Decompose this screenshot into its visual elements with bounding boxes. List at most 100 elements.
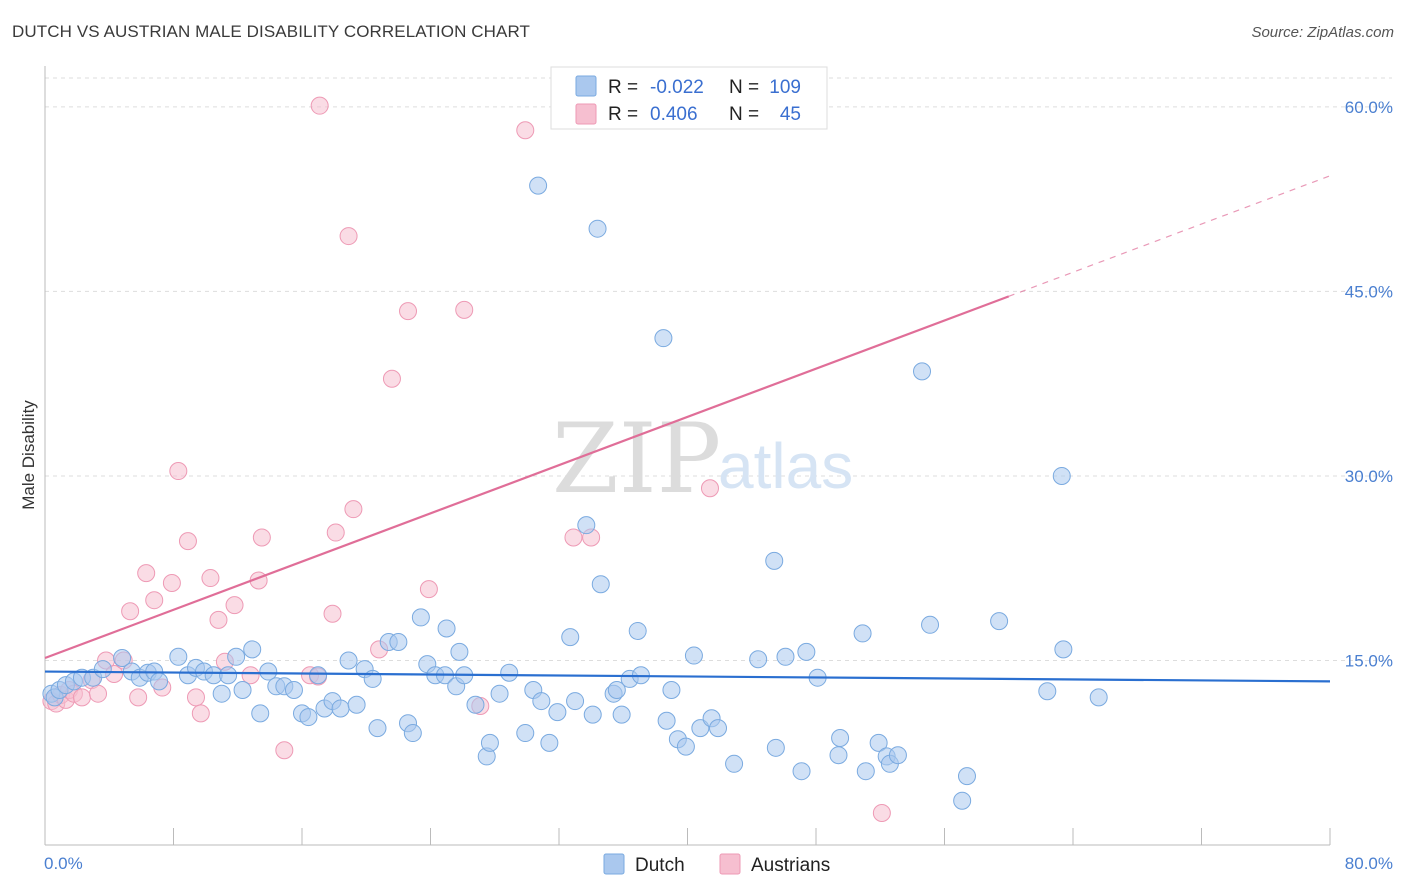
dutch-point	[612, 705, 631, 724]
bottom-legend: Dutch Austrians	[603, 853, 830, 876]
legend-n-label-austrians: N =	[729, 104, 759, 125]
austrians-point	[455, 300, 474, 319]
austrians-point	[121, 602, 140, 621]
austrians-point	[129, 688, 148, 707]
dutch-point	[219, 666, 238, 685]
chart-title: DUTCH VS AUSTRIAN MALE DISABILITY CORREL…	[12, 22, 531, 41]
legend-n-value-austrians: 45	[780, 104, 801, 125]
dutch-point	[113, 649, 132, 668]
dutch-point	[628, 621, 647, 640]
legend: R = -0.022 N = 109 R = 0.406 N = 45	[550, 66, 828, 130]
dutch-point	[654, 329, 673, 348]
legend-box	[550, 66, 828, 130]
dutch-point	[251, 704, 270, 723]
gridlines	[45, 77, 1392, 661]
dutch-point	[856, 762, 875, 781]
dutch-point	[792, 762, 811, 781]
dutch-point	[913, 362, 932, 381]
austrians-point	[275, 741, 294, 760]
dutch-point	[725, 754, 744, 773]
austrians-point	[137, 564, 156, 583]
dutch-point	[339, 651, 358, 670]
legend-n-label-dutch: N =	[729, 77, 759, 98]
austrians-point	[89, 684, 108, 703]
austrians-point	[399, 302, 418, 321]
austrians-point	[209, 610, 228, 629]
dutch-point	[169, 647, 188, 666]
dutch-point	[1089, 688, 1108, 707]
austrians-point	[344, 500, 363, 519]
dutch-point	[299, 708, 318, 727]
dutch-point	[766, 738, 785, 757]
austrians-point	[162, 573, 181, 592]
dutch-point	[516, 724, 535, 743]
axes	[44, 66, 1331, 846]
austrians-point	[191, 704, 210, 723]
y-tick-label-60: 60.0%	[1345, 98, 1393, 117]
austrians-point	[169, 462, 188, 481]
dutch-point	[532, 692, 551, 711]
dutch-point	[1038, 682, 1057, 701]
watermark-atlas: atlas	[718, 430, 853, 502]
austrians-point	[872, 804, 891, 823]
dutch-point	[150, 672, 169, 691]
dutch-point	[347, 695, 366, 714]
x-tick-label-max: 80.0%	[1345, 854, 1393, 873]
dutch-point	[588, 219, 607, 238]
dutch-point	[749, 650, 768, 669]
dutch-point	[331, 699, 350, 718]
legend-n-value-dutch: 109	[769, 77, 801, 98]
bottom-legend-austrians: Austrians	[751, 855, 830, 876]
dutch-point	[411, 608, 430, 627]
watermark-zip: ZIP	[552, 403, 721, 515]
austrians-trend-extension	[1008, 175, 1331, 297]
dutch-point	[709, 719, 728, 738]
dutch-point	[591, 575, 610, 594]
austrians-point	[225, 596, 244, 615]
austrians-point	[145, 591, 164, 610]
dutch-point	[561, 628, 580, 647]
dutch-point	[243, 640, 262, 659]
bottom-legend-dutch: Dutch	[635, 855, 685, 876]
austrians-point	[700, 479, 719, 498]
dutch-point	[259, 662, 278, 681]
legend-r-label-dutch: R =	[608, 77, 638, 98]
dutch-point	[831, 728, 850, 747]
dutch-point	[500, 663, 519, 682]
dutch-point	[93, 660, 112, 679]
dutch-point	[529, 176, 548, 195]
dutch-point	[1052, 466, 1071, 485]
dutch-point	[309, 666, 328, 685]
dutch-point	[403, 724, 422, 743]
legend-swatch-austrians	[575, 103, 597, 125]
legend-r-label-austrians: R =	[608, 104, 638, 125]
y-tick-label-30: 30.0%	[1345, 467, 1393, 486]
dutch-point	[437, 619, 456, 638]
dutch-point	[480, 733, 499, 752]
dutch-point	[233, 681, 252, 699]
dutch-point	[765, 551, 784, 570]
austrians-point	[252, 528, 271, 547]
legend-r-value-dutch: -0.022	[650, 77, 704, 98]
y-tick-label-15: 15.0%	[1345, 651, 1393, 670]
y-tick-label-45: 45.0%	[1345, 282, 1393, 301]
austrians-point	[323, 604, 342, 623]
dutch-point	[450, 642, 469, 661]
y-tick-labels: 15.0% 30.0% 45.0% 60.0%	[1345, 98, 1393, 671]
dutch-point	[607, 681, 626, 699]
dutch-point	[577, 516, 596, 535]
bottom-legend-swatch-dutch	[603, 853, 625, 875]
dutch-point	[797, 642, 816, 661]
legend-swatch-dutch	[575, 75, 597, 97]
austrians-trend-line	[44, 295, 1010, 660]
dutch-point	[212, 684, 231, 703]
austrians-point	[178, 532, 197, 551]
austrians-point	[564, 528, 583, 547]
dutch-point	[227, 647, 246, 666]
austrians-point	[241, 666, 260, 685]
dutch-point	[684, 646, 703, 665]
y-axis-label: Male Disability	[19, 400, 38, 510]
dutch-point	[540, 733, 559, 752]
dutch-point	[284, 681, 303, 699]
dutch-point	[583, 705, 602, 724]
